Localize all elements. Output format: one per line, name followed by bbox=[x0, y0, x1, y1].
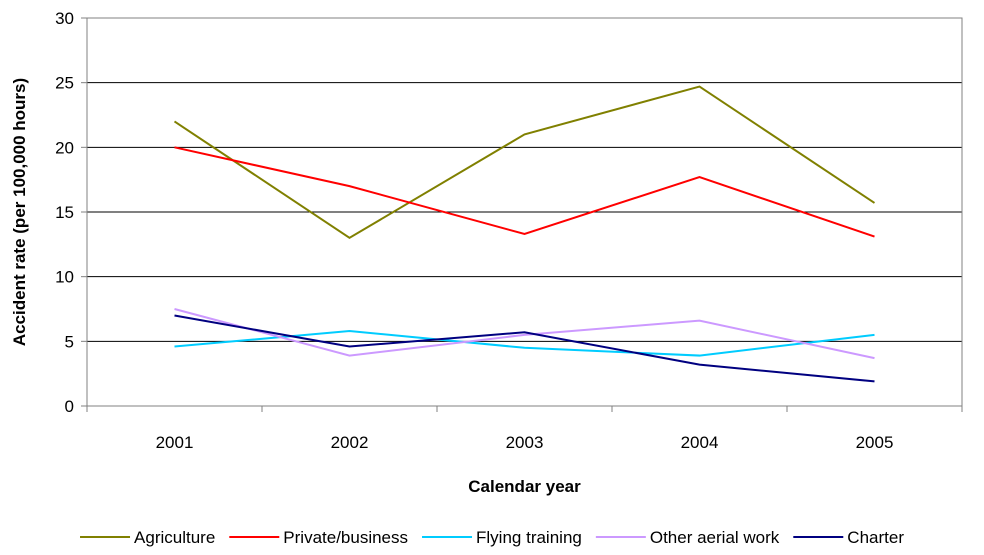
legend-label: Private/business bbox=[283, 528, 408, 547]
legend-label: Charter bbox=[847, 528, 904, 547]
legend: Agriculture Private/business Flying traini… bbox=[80, 528, 904, 547]
series-line-charter bbox=[174, 314, 875, 383]
y-axis-title: Accident rate (per 100,000 hours) bbox=[10, 78, 29, 346]
legend-item-flying-training: Flying training bbox=[422, 528, 582, 547]
series-line-other-aerial-work bbox=[174, 308, 875, 360]
y-tick-label: 5 bbox=[65, 332, 74, 351]
legend-item-other-aerial-work: Other aerial work bbox=[595, 528, 780, 547]
x-tick-label: 2002 bbox=[331, 433, 369, 452]
legend-item-private-business: Private/business bbox=[229, 528, 408, 547]
legend-label: Other aerial work bbox=[650, 528, 780, 547]
series-line-private-business bbox=[174, 146, 875, 238]
y-tick-label: 15 bbox=[55, 203, 74, 222]
y-tick-label: 25 bbox=[55, 74, 74, 93]
x-tick-label: 2004 bbox=[681, 433, 719, 452]
gridlines bbox=[87, 82, 962, 342]
x-tick-label: 2001 bbox=[156, 433, 194, 452]
axes: 0 5 10 15 20 25 30 2001 2002 2003 2004 2005 bbox=[55, 9, 963, 452]
legend-label: Agriculture bbox=[134, 528, 215, 547]
legend-label: Flying training bbox=[476, 528, 582, 547]
y-tick-label: 0 bbox=[65, 397, 74, 416]
y-tick-label: 20 bbox=[55, 138, 74, 157]
series-line-agriculture bbox=[173, 85, 876, 240]
legend-item-agriculture: Agriculture bbox=[80, 528, 215, 547]
legend-item-charter: Charter bbox=[793, 528, 904, 547]
series-lines bbox=[173, 85, 876, 383]
x-tick-label: 2003 bbox=[506, 433, 544, 452]
x-axis-title: Calendar year bbox=[468, 477, 581, 496]
x-tick-label: 2005 bbox=[856, 433, 894, 452]
y-tick-label: 10 bbox=[55, 268, 74, 287]
y-tick-label: 30 bbox=[55, 9, 74, 28]
